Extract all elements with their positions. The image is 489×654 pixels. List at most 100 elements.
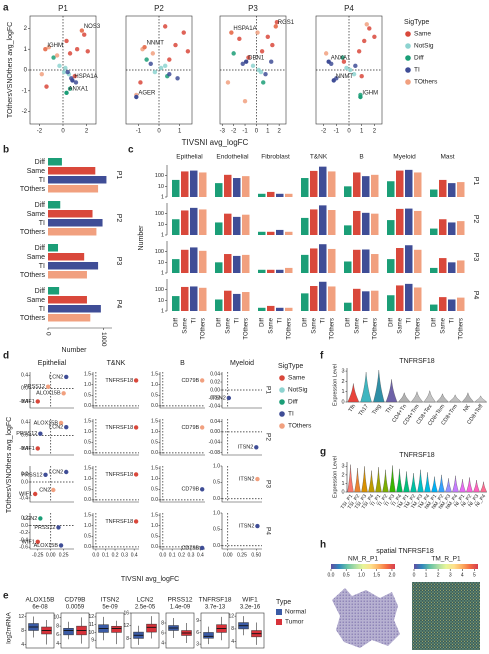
x-tick-label: 0: [61, 129, 65, 135]
category-label: TI: [39, 220, 45, 227]
point: [226, 395, 232, 401]
x-axis-label: TIVSNI avg_logFC: [121, 576, 179, 583]
gene-label: PRSS12: [16, 431, 37, 437]
y-tick-label: 9: [91, 638, 94, 644]
bar: [448, 299, 456, 311]
y-tick-label: 0.0: [213, 543, 220, 549]
bar: [353, 288, 361, 311]
violin: [389, 465, 396, 493]
y-tick-label: 100: [155, 211, 164, 217]
category-label: Diff: [35, 159, 45, 166]
panel-letter: d: [3, 351, 9, 362]
box: [111, 625, 122, 633]
bar: [371, 254, 379, 273]
bar: [439, 297, 447, 311]
category-label: TI: [234, 318, 240, 324]
point: [173, 42, 178, 48]
bar: [414, 249, 422, 273]
point: [64, 469, 69, 475]
category-label: TOthers: [329, 318, 335, 340]
panel-title: P4: [344, 4, 354, 13]
violin: [459, 479, 466, 493]
gene-label: CD79B: [181, 487, 199, 493]
colorbar-tick-label: 1.5: [373, 572, 380, 578]
x-tick-label: 0.4: [131, 552, 138, 558]
bar: [414, 210, 422, 235]
point: [150, 51, 156, 56]
bar: [215, 183, 223, 197]
y-tick-label: 0.4: [21, 373, 28, 379]
p-value: 3.2e-16: [240, 605, 261, 611]
y-tick-label: 12: [88, 614, 94, 620]
category-label: TI: [363, 318, 369, 324]
bar: [224, 213, 232, 235]
category-label: Diff: [173, 318, 179, 327]
legend-swatch: [405, 55, 411, 61]
y-tick-label: 1.0: [213, 463, 220, 469]
y-tick-label: 0.5: [84, 440, 91, 446]
y-tick-label: 12: [18, 614, 24, 620]
bar: [48, 176, 107, 184]
gene-label: RGS1: [278, 20, 295, 26]
legend-label: TOthers: [288, 423, 312, 430]
bar: [258, 231, 266, 235]
point: [133, 378, 139, 383]
point: [38, 431, 43, 436]
gene-label: ITSN2: [238, 445, 254, 451]
legend-label: Diff: [414, 55, 424, 62]
bar: [285, 231, 293, 235]
y-tick-label: 1: [161, 270, 164, 276]
bar: [48, 228, 97, 236]
point: [199, 487, 205, 492]
y-tick-label: 1: [161, 194, 164, 200]
y-tick-label: 4: [161, 640, 164, 646]
labeled-point: [43, 47, 48, 52]
point: [254, 445, 259, 450]
bar: [48, 287, 60, 295]
panel-title: TM_R_P1: [431, 556, 461, 563]
category-label: TI: [191, 318, 197, 324]
category-label: TI: [277, 318, 283, 324]
violin: [368, 470, 375, 493]
panel-letter: g: [320, 447, 326, 458]
y-tick-label: 10: [158, 184, 164, 190]
violin: [347, 464, 354, 493]
bar: [344, 261, 352, 273]
y-tick-label: 1: [341, 481, 344, 487]
gene-label: DBN1: [248, 55, 265, 61]
bar: [48, 185, 99, 193]
axis-frame: [29, 419, 74, 456]
y-tick-label: 0.00: [210, 429, 220, 435]
x-axis-label: Number: [62, 347, 88, 354]
bar: [258, 307, 266, 311]
y-tick-label: 0.5: [84, 393, 91, 399]
category-label: TOthers: [20, 186, 46, 193]
panel-letter: e: [3, 591, 9, 602]
bar: [172, 219, 180, 235]
bar: [190, 286, 198, 311]
y-tick-label: 0.0: [151, 403, 158, 409]
bar: [267, 269, 275, 273]
panel-title: P3: [248, 4, 258, 13]
bar: [181, 210, 189, 235]
bar: [172, 259, 180, 273]
point: [39, 71, 44, 77]
category-label: Same: [354, 317, 360, 333]
y-axis-label: Expression Level: [332, 456, 338, 498]
p-value: 5e-09: [102, 605, 118, 611]
gene-label: ANXA1: [69, 86, 89, 92]
gene-label: LCN2: [49, 469, 63, 475]
point: [356, 49, 362, 54]
bar: [328, 210, 336, 235]
bar: [267, 305, 275, 311]
y-tick-label: 0.04: [210, 419, 220, 425]
axis-frame: [221, 419, 262, 456]
plot-frame: [95, 612, 125, 649]
y-tick-label: 8: [56, 623, 59, 629]
point: [158, 65, 164, 71]
y-tick-label: 10: [158, 222, 164, 228]
bar: [405, 208, 413, 235]
x-tick-label: 0.50: [251, 552, 261, 558]
bar: [301, 293, 309, 311]
